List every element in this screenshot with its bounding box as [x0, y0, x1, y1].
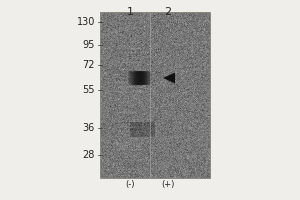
Text: (+): (+) — [161, 180, 175, 189]
Polygon shape — [163, 72, 175, 84]
Text: 28: 28 — [82, 150, 95, 160]
Text: 2: 2 — [164, 7, 172, 17]
Text: 72: 72 — [82, 60, 95, 70]
Text: 1: 1 — [127, 7, 134, 17]
Text: 130: 130 — [76, 17, 95, 27]
Text: (-): (-) — [125, 180, 135, 189]
Text: 36: 36 — [83, 123, 95, 133]
Bar — [100, 12, 210, 178]
Text: 55: 55 — [82, 85, 95, 95]
Text: 95: 95 — [82, 40, 95, 50]
